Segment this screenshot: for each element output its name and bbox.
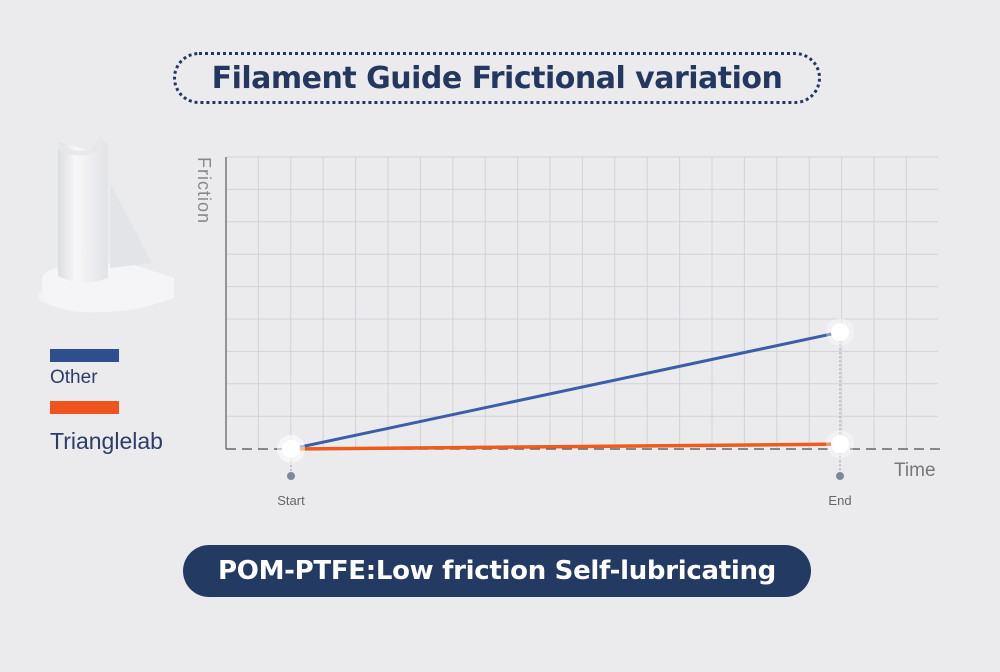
legend-label-trianglelab: Trianglelab bbox=[50, 428, 163, 454]
x-tick-label: Start bbox=[277, 493, 305, 508]
chart-title: Filament Guide Frictional variation bbox=[211, 60, 783, 96]
chart-title-box: Filament Guide Frictional variation bbox=[173, 52, 821, 104]
data-point-other bbox=[831, 323, 849, 342]
y-axis-label: Friction bbox=[194, 157, 214, 224]
legend-label-other: Other bbox=[50, 367, 98, 388]
series-line-trianglelab bbox=[290, 442, 841, 451]
legend-swatch-other bbox=[50, 349, 119, 362]
series-line-other bbox=[290, 330, 841, 451]
bottom-banner: POM-PTFE:Low friction Self-lubricating bbox=[183, 545, 811, 597]
filament-guide-product-image bbox=[38, 136, 174, 313]
data-point-trianglelab bbox=[282, 440, 300, 458]
data-point-trianglelab bbox=[831, 435, 849, 454]
bottom-banner-text: POM-PTFE:Low friction Self-lubricating bbox=[218, 556, 776, 586]
chart-grid bbox=[226, 156, 938, 449]
x-axis-label: Time bbox=[894, 460, 936, 481]
x-tick-label: End bbox=[828, 493, 851, 508]
tick-marker bbox=[287, 472, 295, 480]
legend-swatch-trianglelab bbox=[50, 401, 119, 414]
tick-marker bbox=[836, 472, 844, 480]
